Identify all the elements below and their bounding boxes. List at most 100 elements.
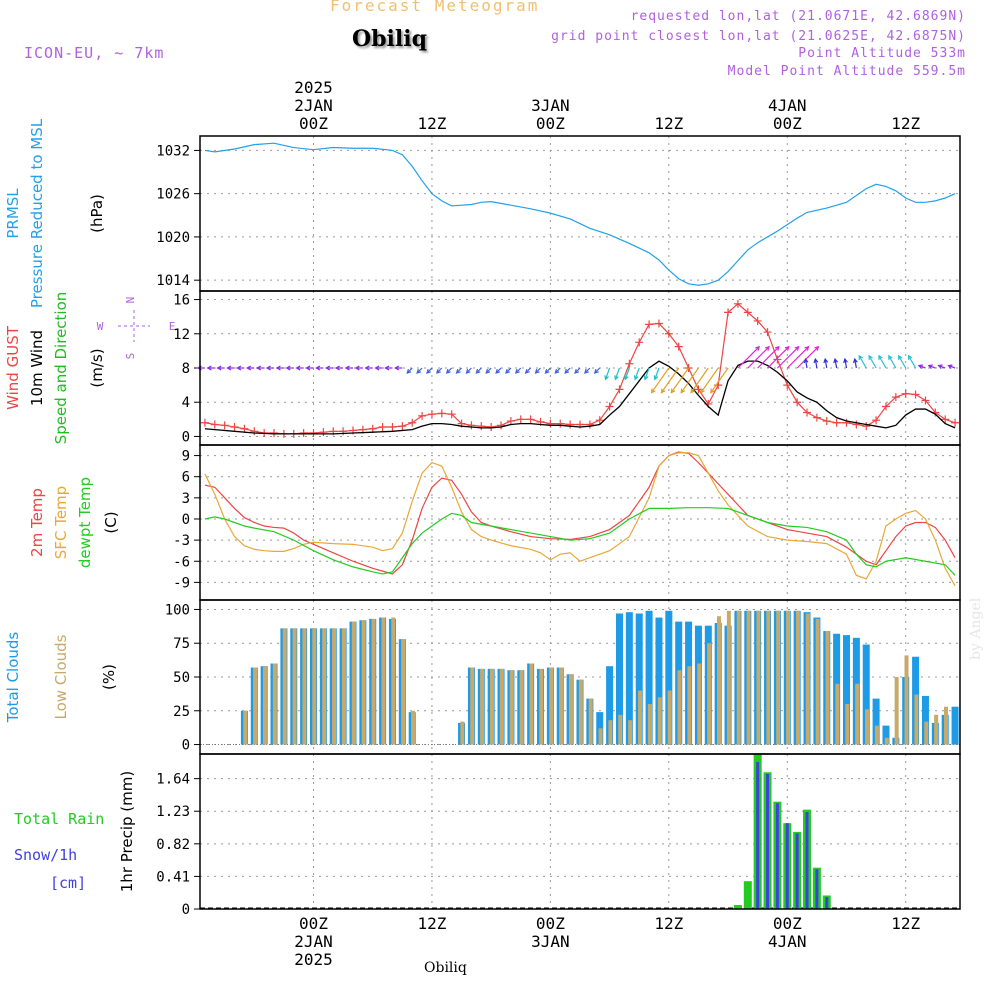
wind-gust-marker [368,424,377,433]
top-time-label: 2025 [294,78,333,97]
wind-gust-marker [832,418,841,427]
low-cloud-bar [855,683,860,745]
wind-direction-arrowhead [650,388,656,394]
wind-direction-arrowhead [614,375,619,381]
wind-direction-arrowhead [505,368,510,374]
y-tick-label: 1020 [156,230,190,246]
bottom-time-label: 12Z [891,914,920,933]
wind-direction-arrowhead [295,365,301,371]
wind-direction-arrowhead [334,365,340,371]
snow-bar [775,803,779,909]
wind-direction-arrowhead [445,368,451,374]
panel-4: 0 0.41 0.82 1.23 1.64 [156,754,960,918]
wind-direction-arrowhead [774,345,780,351]
wind-direction-arrowhead [878,354,883,360]
wind-direction-arrow [737,346,760,369]
low-cloud-bar [647,704,652,745]
wind-direction-arrow [844,359,848,369]
low-cloud-bar [943,706,948,745]
wind-direction-arrowhead [858,354,863,360]
compass-east: E [169,320,176,333]
wind-gust-marker [408,418,417,427]
wind-direction-arrowhead [315,365,321,371]
top-time-label: 00Z [773,114,802,133]
total-cloud-bar [655,617,663,745]
wind-gust-marker [556,419,565,428]
wind-gust-marker [911,390,920,399]
chart-title: Forecast Meteogram [330,0,540,15]
wind-gust-marker [793,398,802,407]
wind-direction-arrow [888,355,897,369]
low-cloud-bar [262,666,267,745]
low-cloud-bar [332,628,337,745]
wind-speed-line [204,360,956,435]
bottom-time-label: 4JAN [768,932,807,951]
model-label: ICON-EU, ~ 7km [24,44,165,62]
wind-direction-arrow [624,367,630,380]
y-axis-label: (hPa) [88,194,106,233]
wind-gust-marker [901,389,910,398]
bottom-time-label: 00Z [299,914,328,933]
total-cloud-bar [951,706,959,745]
wind-direction-arrow [854,359,857,369]
wind-gust-marker [477,422,486,431]
wind-direction-arrow [878,355,887,369]
snow-bar [795,833,799,909]
wind-direction-arrowhead [324,365,331,371]
bottom-time-label: 2JAN [294,932,333,951]
wind-gust-marker [743,308,752,317]
wind-direction-arrow [908,355,917,369]
wind-direction-arrow [776,346,800,369]
y-tick-label: 50 [173,670,190,686]
low-cloud-bar [815,618,820,745]
low-cloud-bar [736,610,741,745]
y-tick-label: 8 [182,361,190,377]
wind-direction-arrowhead [534,368,540,374]
low-cloud-bar [401,639,406,745]
wind-direction-arrowhead [275,365,281,371]
wind-direction-arrowhead [833,357,839,364]
wind-direction-arrowhead [917,364,923,370]
wind-direction-arrow [690,367,709,393]
wind-gust-marker [605,402,614,411]
total-cloud-bar [606,666,614,745]
wind-direction-arrowhead [455,368,461,374]
bottom-time-label: 00Z [773,914,802,933]
low-cloud-bar [934,714,939,745]
compass-south: S [124,353,137,360]
credit-watermark: by Angel [968,597,984,660]
wind-direction-arrowhead [593,368,599,374]
panel-label: 10m Wind [28,330,46,406]
low-cloud-bar [480,668,485,745]
wind-gust-marker [842,418,851,427]
snow-bar [766,773,770,909]
low-cloud-bar [924,721,929,745]
wind-direction-arrowhead [285,365,291,371]
y-axis-label: (%) [100,664,118,690]
low-cloud-bar [697,663,702,745]
wind-direction-arrowhead [465,368,471,374]
low-cloud-bar [470,667,475,745]
low-cloud-bar [559,667,564,745]
low-cloud-bar [509,670,514,745]
wind-direction-arrowhead [670,388,676,394]
y-tick-label: 25 [173,704,190,720]
low-cloud-bar [272,663,277,745]
wind-gust-marker [921,396,930,405]
low-cloud-bar [805,613,810,745]
low-cloud-bar [657,697,662,745]
wind-direction-arrowhead [394,365,400,371]
wind-direction-arrowhead [937,364,943,370]
wind-direction-arrowhead [680,388,686,394]
low-cloud-bar [638,690,643,745]
wind-direction-arrow [634,367,640,380]
low-cloud-bar [371,618,376,745]
low-cloud-bar [766,610,771,745]
rain-bar [743,881,752,909]
wind-direction-arrow [614,367,621,380]
wind-direction-arrowhead [495,368,501,374]
low-cloud-bar [529,663,534,745]
wind-direction-arrow [680,367,699,393]
panel-label: dewpt Temp [76,477,94,568]
wind-direction-arrow [814,359,818,369]
